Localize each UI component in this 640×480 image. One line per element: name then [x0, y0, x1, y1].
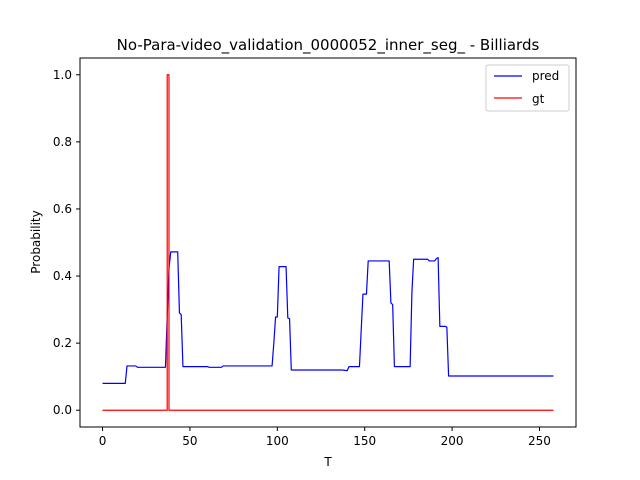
- y-tick-label: 0.6: [53, 202, 72, 216]
- y-tick-label: 1.0: [53, 68, 72, 82]
- series-line-pred: [102, 251, 554, 384]
- axes-frame: [79, 57, 577, 428]
- x-tick-label: 200: [441, 434, 464, 448]
- x-tick-label: 250: [528, 434, 551, 448]
- plot-area: [102, 74, 554, 411]
- x-tick-label: 0: [99, 434, 107, 448]
- y-axis: 0.0 0.2 0.4 0.6 0.8 1.0: [53, 68, 80, 417]
- x-tick-label: 100: [266, 434, 289, 448]
- x-axis-label: T: [323, 455, 332, 469]
- x-tick-label: 150: [353, 434, 376, 448]
- series-line-gt: [102, 74, 554, 411]
- y-tick-label: 0.0: [53, 403, 72, 417]
- legend: pred gt: [485, 64, 570, 112]
- y-tick-label: 0.4: [53, 269, 72, 283]
- y-tick-label: 0.8: [53, 135, 72, 149]
- y-tick-label: 0.2: [53, 336, 72, 350]
- chart-title: No-Para-video_validation_0000052_inner_s…: [117, 36, 540, 55]
- legend-gt-label: gt: [532, 92, 545, 106]
- x-tick-label: 50: [182, 434, 197, 448]
- x-axis: 0 50 100 150 200 250: [99, 427, 551, 448]
- legend-pred-label: pred: [532, 69, 559, 83]
- y-axis-label: Probability: [29, 210, 43, 273]
